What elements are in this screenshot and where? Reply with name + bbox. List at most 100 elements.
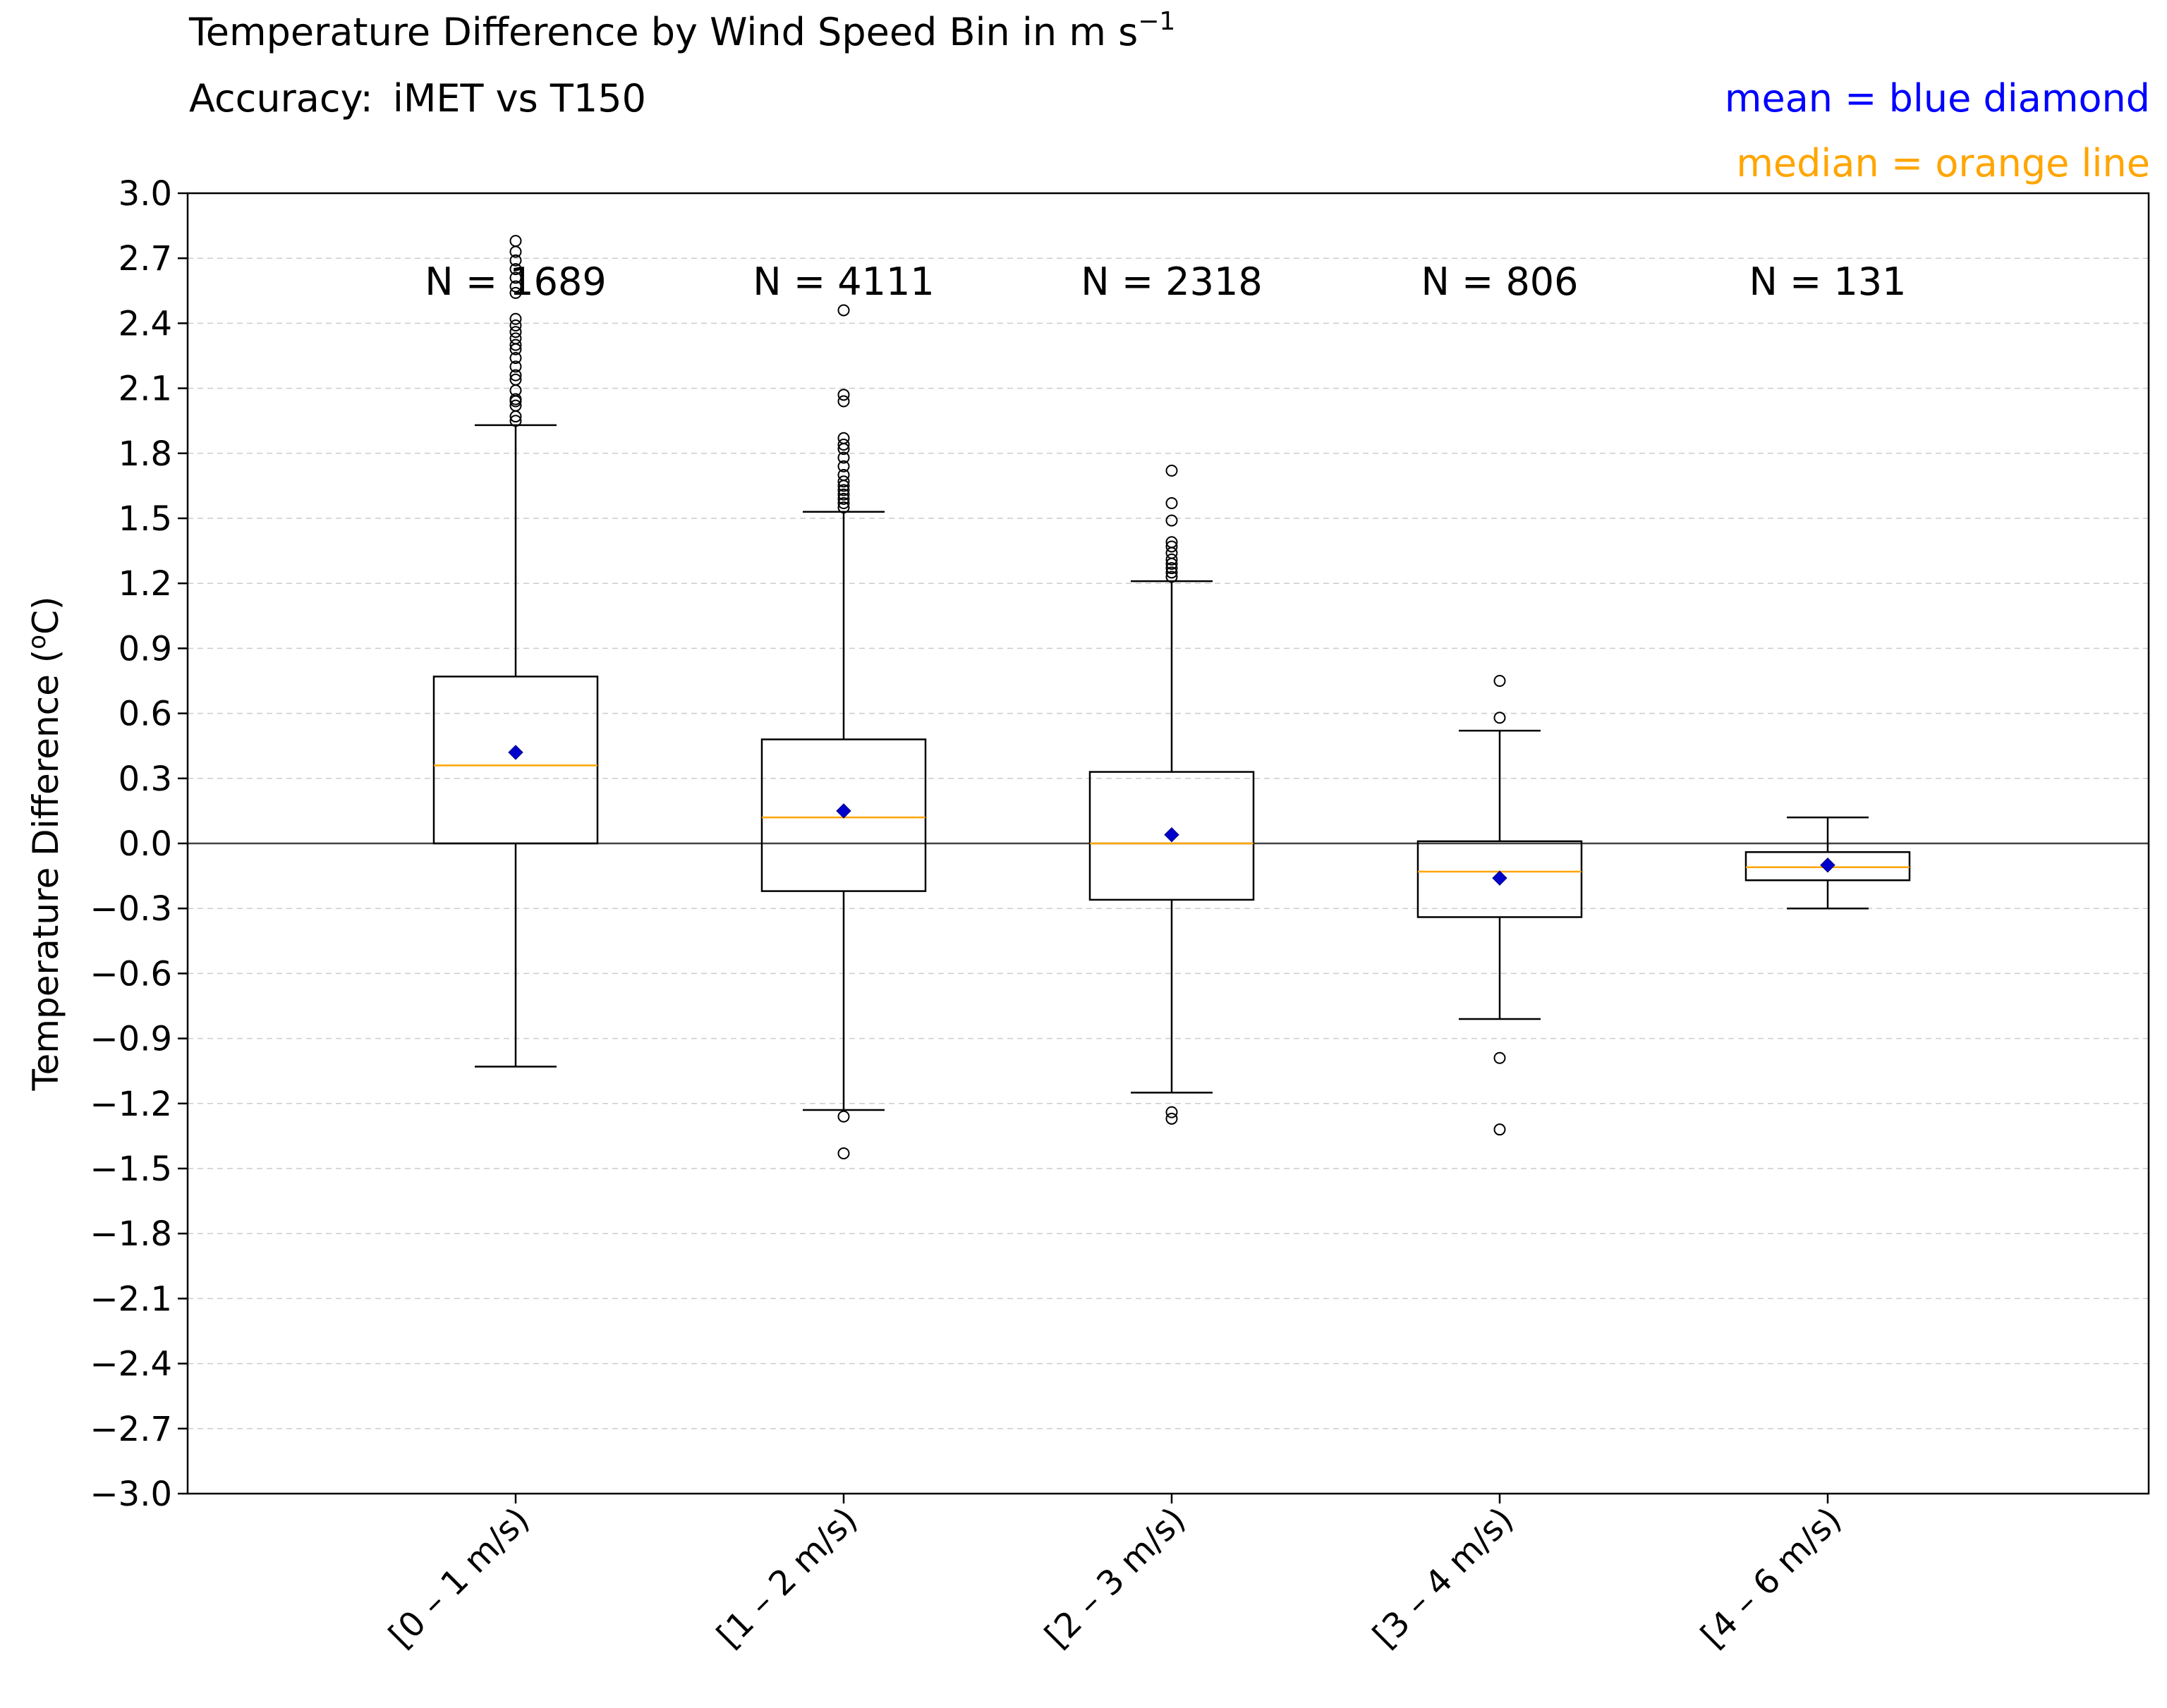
y-tick-label: −0.9 bbox=[90, 1020, 172, 1059]
outlier-point bbox=[837, 395, 850, 408]
outlier-point bbox=[509, 360, 522, 373]
mean-diamond bbox=[1492, 870, 1507, 886]
x-tick-label: [3 – 4 m/s) bbox=[1366, 1500, 1522, 1656]
outlier-point bbox=[1165, 1112, 1178, 1125]
y-tick-label: 2.7 bbox=[119, 239, 172, 279]
outlier-point bbox=[509, 312, 522, 325]
outlier-point bbox=[509, 235, 522, 248]
boxes bbox=[432, 235, 1911, 1159]
x-tick-label: [0 – 1 m/s) bbox=[382, 1500, 538, 1656]
outlier-point bbox=[509, 326, 522, 338]
outlier-point bbox=[509, 263, 522, 276]
outlier-point bbox=[509, 369, 522, 382]
n-labels: N = 1689 N = 4111 N = 2318 N = 806 N = 131 bbox=[425, 260, 1906, 304]
iqr-box bbox=[432, 676, 599, 845]
y-tick-label: 1.2 bbox=[119, 564, 172, 604]
outlier-point bbox=[1165, 536, 1178, 549]
outlier-point bbox=[509, 415, 522, 427]
y-axis-label: Temperature Difference (oC) bbox=[23, 596, 66, 1091]
outlier-point bbox=[837, 475, 850, 488]
outlier-point bbox=[1493, 1123, 1506, 1136]
outlier-point bbox=[1493, 712, 1506, 724]
subtitle-value: iMET vs T150 bbox=[393, 76, 646, 121]
n-count-label: N = 2318 bbox=[1081, 260, 1262, 304]
outlier-point bbox=[1165, 514, 1178, 527]
outlier-point bbox=[509, 286, 522, 299]
y-tick-label: 0.6 bbox=[119, 695, 172, 734]
outlier-point bbox=[509, 254, 522, 267]
outlier-point bbox=[837, 501, 850, 514]
chart-title: Temperature Difference by Wind Speed Bin… bbox=[188, 7, 1175, 54]
chart-subtitle: Accuracy: iMET vs T150 bbox=[189, 76, 646, 121]
y-tick-label: 0.0 bbox=[119, 824, 172, 864]
iqr-box bbox=[1088, 771, 1255, 901]
title-superscript: −1 bbox=[1138, 7, 1175, 36]
y-tick-label: 2.1 bbox=[119, 370, 172, 409]
iqr-box bbox=[1416, 840, 1583, 918]
mean-diamond bbox=[1164, 826, 1179, 843]
y-tick-label: −0.6 bbox=[90, 954, 172, 994]
outlier-point bbox=[1165, 571, 1178, 583]
y-tick-label: 1.5 bbox=[119, 499, 172, 539]
outlier-point bbox=[837, 389, 850, 401]
outlier-point bbox=[509, 319, 522, 331]
x-axis-ticks: [0 – 1 m/s) [1 – 2 m/s) [2 – 3 m/s) [3 – 4 … bbox=[382, 1494, 1850, 1656]
x-tick-label: [2 – 3 m/s) bbox=[1038, 1500, 1194, 1656]
outlier-point bbox=[509, 393, 522, 405]
outlier-point bbox=[509, 399, 522, 412]
y-tick-label: 1.8 bbox=[119, 434, 172, 474]
outlier-point bbox=[837, 496, 850, 509]
outlier-point bbox=[837, 1110, 850, 1123]
outlier-point bbox=[1165, 566, 1178, 579]
legend-mean-label: mean = blue diamond bbox=[1725, 76, 2150, 121]
n-count-label: N = 1689 bbox=[425, 260, 606, 304]
outlier-point bbox=[837, 488, 850, 501]
y-tick-label: 0.9 bbox=[119, 629, 172, 669]
outlier-point bbox=[509, 272, 522, 284]
y-tick-label: −1.2 bbox=[90, 1085, 172, 1124]
outlier-point bbox=[837, 451, 850, 464]
y-tick-label: −0.3 bbox=[90, 889, 172, 929]
outlier-point bbox=[1165, 464, 1178, 477]
box-group bbox=[1744, 816, 1911, 910]
outlier-point bbox=[837, 469, 850, 482]
outlier-point bbox=[837, 460, 850, 472]
mean-diamond bbox=[508, 745, 523, 760]
y-tick-label: −3.0 bbox=[90, 1475, 172, 1514]
n-count-label: N = 131 bbox=[1749, 260, 1906, 304]
y-tick-label: −2.1 bbox=[90, 1279, 172, 1319]
box-group bbox=[432, 235, 599, 1068]
outlier-point bbox=[837, 492, 850, 505]
plot-frame bbox=[186, 192, 2150, 1495]
outlier-point bbox=[1165, 562, 1178, 575]
outlier-point bbox=[1165, 553, 1178, 566]
outlier-point bbox=[509, 280, 522, 293]
y-axis-ticks: −3.0 −2.7 −2.4 −2.1 −1.8 −1.5 −1.2 −0.9 −0.6 −0.3… bbox=[90, 174, 188, 1514]
box-group bbox=[1088, 464, 1255, 1125]
outlier-point bbox=[1165, 496, 1178, 509]
outlier-point bbox=[509, 332, 522, 345]
n-count-label: N = 4111 bbox=[753, 260, 934, 304]
outlier-point bbox=[509, 373, 522, 386]
outlier-point bbox=[1493, 1051, 1506, 1064]
box-group bbox=[1416, 675, 1583, 1136]
outlier-point bbox=[1165, 1106, 1178, 1118]
outlier-point bbox=[1165, 540, 1178, 553]
y-tick-label: 3.0 bbox=[119, 174, 172, 214]
y-tick-label: −2.4 bbox=[90, 1345, 172, 1384]
outlier-point bbox=[837, 484, 850, 496]
outlier-point bbox=[1493, 675, 1506, 687]
x-tick-label: [1 – 2 m/s) bbox=[710, 1500, 866, 1656]
box-group bbox=[760, 304, 927, 1159]
n-count-label: N = 806 bbox=[1421, 260, 1578, 304]
outlier-point bbox=[837, 1147, 850, 1159]
iqr-box bbox=[760, 738, 927, 892]
legend-median-label: median = orange line bbox=[1736, 141, 2150, 185]
outlier-point bbox=[509, 338, 522, 351]
y-tick-label: −2.7 bbox=[90, 1410, 172, 1449]
mean-diamond bbox=[1820, 858, 1835, 873]
outlier-point bbox=[837, 439, 850, 451]
mean-diamond bbox=[836, 803, 851, 819]
x-tick-label: [4 – 6 m/s) bbox=[1694, 1500, 1850, 1656]
outlier-point bbox=[837, 304, 850, 317]
